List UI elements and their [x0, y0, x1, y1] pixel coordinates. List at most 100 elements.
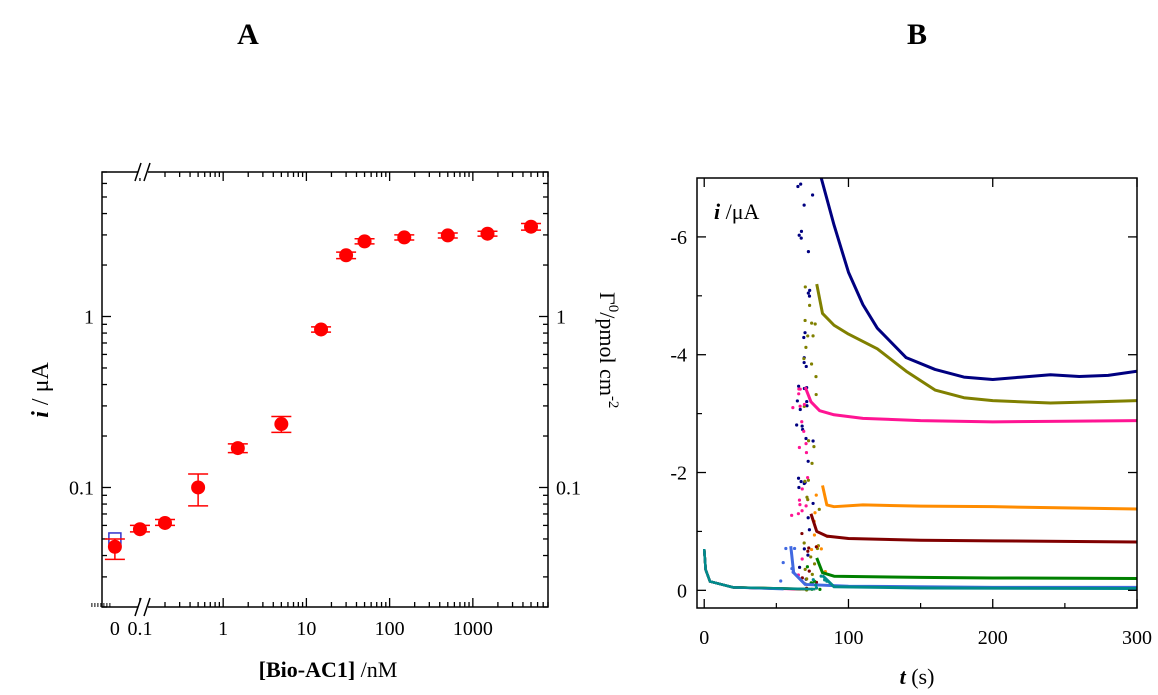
- chart-b-series-noise-dot: [795, 399, 799, 403]
- chart-b-series-noise-dot: [811, 143, 814, 146]
- chart-b-series-noise-dot: [799, 229, 804, 233]
- chart-b-series-noise-dot: [812, 533, 817, 537]
- panel-letter-a: A: [237, 18, 259, 51]
- chart-a-y2label-unit: /pmol cm: [595, 312, 620, 396]
- chart-b-series-noise-dot: [799, 182, 803, 186]
- chart-b-series-noise-dot: [804, 364, 808, 369]
- chart-b-ytick-label: -6: [670, 227, 687, 249]
- chart-b-series-noise-dot: [781, 560, 785, 565]
- chart-b-series-noise-dot: [804, 345, 808, 349]
- chart-b-ylabel: i /μA: [714, 199, 760, 224]
- chart-a-axes: 0 0.1 1 10 100 1000 0.1 1 0.1 1: [69, 171, 581, 640]
- chart-a-xtick-label: 0: [110, 618, 120, 640]
- chart-b-series-noise-dot: [806, 459, 810, 463]
- chart-b-series-noise-dot: [779, 579, 783, 583]
- chart-b-series-noise-dot: [802, 429, 806, 433]
- chart-a-y2tick-label: 1: [556, 306, 566, 328]
- chart-a-data-point: [397, 230, 412, 245]
- chart-b-xlabel: t (s): [900, 664, 935, 689]
- chart-b-series-noise-dot: [802, 547, 806, 551]
- chart-a-xtick-label: 0.1: [127, 618, 152, 640]
- chart-a-xtick-label: 1000: [453, 618, 493, 640]
- chart-b-series-noise-dot: [802, 402, 806, 407]
- chart-b-series-noise-dot: [811, 334, 815, 338]
- chart-b-series-noise-dot: [814, 586, 819, 590]
- chart-b-series-noise-dot: [814, 392, 818, 397]
- chart-b-series-noise-dot: [806, 291, 810, 295]
- chart-a-ylabel-unit: / μA: [28, 362, 54, 412]
- chart-b-series-noise-dot: [810, 321, 814, 325]
- chart-b-series-noise-dot: [797, 233, 801, 237]
- chart-b-series-noise-dot: [810, 461, 814, 465]
- chart-b-series-noise-dot: [804, 450, 809, 455]
- chart-a-ytick-label: 0.1: [69, 477, 94, 499]
- chart-b-series-noise-dot: [800, 420, 804, 424]
- chart-b-series-noise-dot: [806, 439, 811, 443]
- chart-a-data-point: [274, 417, 289, 432]
- panel-letter-b: B: [907, 18, 927, 51]
- chart-a-y2label-sup2: -2: [605, 396, 621, 409]
- chart-b-series-noise-dot: [798, 407, 802, 412]
- chart-b-series-noise-dot: [790, 513, 794, 517]
- chart-b-series-noise-dot: [804, 436, 808, 441]
- chart-b-series-noise-dot: [802, 360, 806, 365]
- chart-a-xlabel-unit: /nM: [355, 657, 397, 682]
- chart-b-series-noise-dot: [819, 547, 823, 551]
- chart-a-ylabel: i / μA: [28, 362, 54, 418]
- chart-a-data-point: [107, 539, 122, 554]
- chart-b-series-noise-dot: [809, 547, 814, 552]
- chart-b-series-noise-dot: [814, 583, 818, 587]
- chart-b-series-noise-dot: [796, 163, 799, 166]
- chart-b-xtick-label: 100: [833, 627, 863, 649]
- chart-b-series-noise-dot: [806, 475, 810, 480]
- chart-b-series-noise-dot: [808, 303, 812, 307]
- chart-b-series-noise-dot: [811, 501, 815, 506]
- chart-b-series-noise-dot: [797, 387, 801, 391]
- chart-a-xtick-label: 1: [218, 618, 228, 640]
- chart-b-series-noise-dot: [804, 442, 808, 446]
- chart-b-series-noise-dot: [817, 507, 821, 511]
- chart-b-xlabel-symbol: t: [900, 664, 907, 689]
- chart-b-series: [702, 143, 1137, 592]
- chart-b-ylabel-unit: /μA: [720, 199, 759, 224]
- chart-a-data-point: [440, 228, 455, 243]
- chart-b-series-noise-dot: [804, 504, 808, 508]
- chart-b-series-noise-dot: [803, 318, 807, 323]
- chart-b-series-noise-dot: [811, 578, 815, 582]
- chart-b-series-noise-dot: [812, 445, 816, 449]
- chart-b-xtick-label: 200: [978, 627, 1008, 649]
- chart-b-series-noise-dot: [806, 549, 810, 553]
- chart-b-series-noise-dot: [814, 493, 818, 497]
- chart-b-series-noise-dot: [791, 406, 795, 410]
- chart-b-xlabel-unit: (s): [906, 664, 935, 689]
- chart-b-series-noise-dot: [797, 565, 802, 569]
- chart-a-y2label-symbol: Γ: [595, 292, 620, 305]
- chart-b-series-noise-dot: [813, 511, 817, 515]
- chart-b-series-noise-dot: [805, 565, 809, 569]
- chart-a-axis-breaks: [134, 162, 151, 617]
- chart-b-series-line: [821, 574, 1137, 591]
- chart-a-data-point: [357, 234, 372, 249]
- chart-b-axes: 0 100 200 300 0 -2 -4 -6: [670, 178, 1152, 649]
- chart-b-ylabel-symbol: i: [714, 199, 721, 224]
- chart-a-ytick-label: 1: [84, 306, 94, 328]
- chart-a-data-point: [339, 248, 354, 263]
- chart-b-series-noise-dot: [800, 509, 804, 513]
- chart-b-series-noise-dot: [799, 479, 803, 484]
- chart-a-xlabel: [Bio-AC1] /nM: [259, 657, 398, 682]
- chart-b-series-noise-dot: [802, 357, 806, 361]
- chart-b-series-noise-dot: [806, 516, 810, 520]
- chart-b-series-noise-dot: [806, 334, 810, 338]
- chart-b-series-noise-dot: [818, 587, 822, 591]
- chart-b-series-noise-dot: [798, 404, 802, 408]
- chart-b-series-noise-dot: [800, 149, 803, 152]
- chart-b-xtick-label: 300: [1122, 627, 1152, 649]
- chart-b-series-noise-dot: [803, 567, 807, 571]
- chart-b-series-noise-dot: [800, 557, 804, 561]
- chart-b-frame: [696, 177, 1138, 609]
- chart-a-data-point: [132, 522, 147, 537]
- chart-b-series-noise-dot: [803, 479, 807, 483]
- chart-b-series-noise-dot: [806, 478, 810, 482]
- chart-panel-a: 0 0.1 1 10 100 1000 0.1 1 0.1 1 [Bio-AC1] /nM i /…: [28, 162, 621, 682]
